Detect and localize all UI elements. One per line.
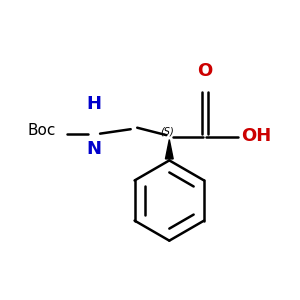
Text: (S): (S): [160, 127, 174, 136]
Text: N: N: [86, 140, 101, 158]
Text: Boc: Boc: [27, 123, 56, 138]
Text: O: O: [197, 62, 213, 80]
Polygon shape: [166, 140, 173, 159]
Text: H: H: [86, 95, 101, 113]
Text: OH: OH: [241, 127, 271, 145]
